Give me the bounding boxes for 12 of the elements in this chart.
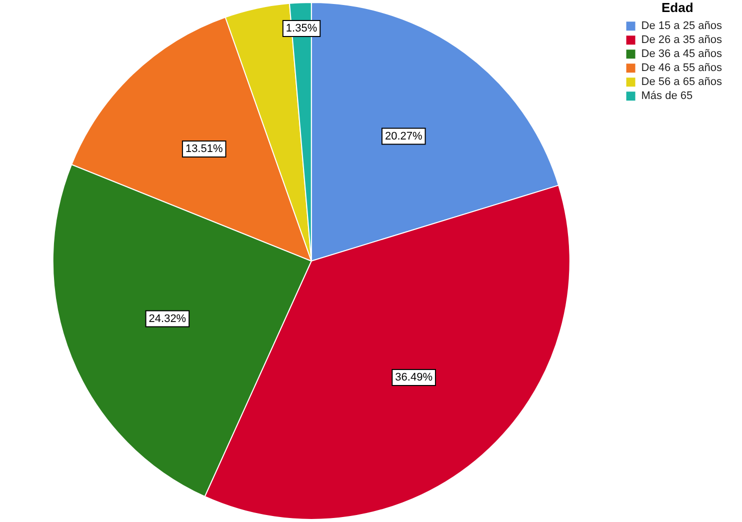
legend-label: De 36 a 45 años [641, 48, 722, 60]
data-label: 36.49% [395, 371, 433, 384]
data-label: 13.51% [185, 143, 223, 156]
legend-label: De 46 a 55 años [641, 62, 722, 74]
data-label: 20.27% [384, 130, 422, 142]
legend-label: De 26 a 35 años [641, 34, 722, 46]
data-label: 1.35% [286, 22, 318, 35]
data-label: 24.32% [148, 312, 186, 325]
legend-label: Más de 65 [641, 90, 693, 102]
legend-title: Edad [661, 0, 694, 16]
legend-label: De 56 a 65 años [641, 76, 722, 88]
legend-label: De 15 a 25 años [641, 20, 722, 32]
